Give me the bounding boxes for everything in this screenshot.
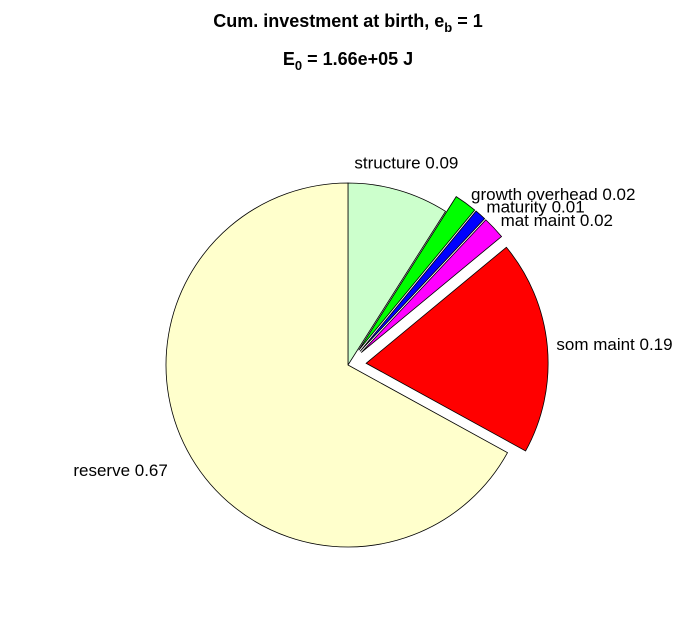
- title-sub: b: [444, 20, 452, 35]
- title-text: Cum. investment at birth, e: [213, 11, 444, 31]
- slice-label: structure 0.09: [354, 153, 458, 172]
- title-tail: = 1: [452, 11, 483, 31]
- pie-slice: [359, 210, 486, 352]
- pie-slice: [360, 219, 503, 353]
- subtitle-tail: = 1.66e+05 J: [302, 49, 413, 69]
- chart-subtitle: E0 = 1.66e+05 J: [283, 49, 413, 74]
- slice-label: som maint 0.19: [556, 335, 672, 354]
- subtitle-sub: 0: [295, 58, 302, 73]
- slice-label: mat maint 0.02: [501, 211, 613, 230]
- slice-label: reserve 0.67: [73, 461, 168, 480]
- pie-slice: [347, 182, 447, 367]
- pie-slice: [365, 246, 549, 452]
- pie-slice: [165, 182, 509, 548]
- slice-label: growth overhead 0.02: [471, 185, 635, 204]
- slice-label: maturity 0.01: [486, 197, 584, 216]
- pie-slice: [358, 196, 476, 351]
- subtitle-text: E: [283, 49, 295, 69]
- chart-title: Cum. investment at birth, eb = 1: [213, 11, 483, 36]
